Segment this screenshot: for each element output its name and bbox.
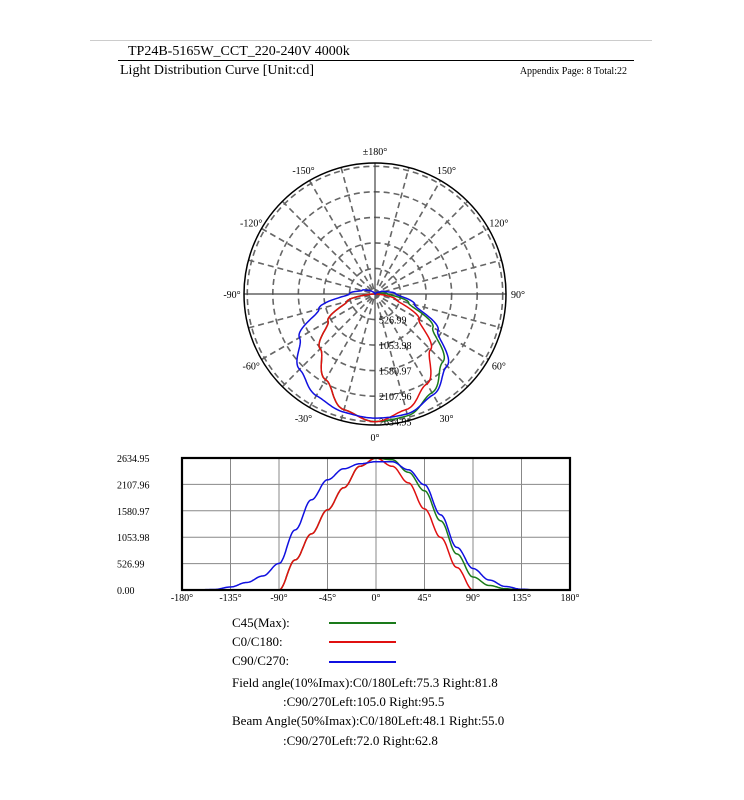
field-angle-c90: :C90/270Left:105.0 Right:95.5	[283, 694, 445, 709]
x-tick-label: -45°	[319, 593, 336, 604]
y-tick-label: 2107.96	[117, 480, 150, 491]
y-tick-label: 2634.95	[117, 454, 150, 465]
polar-angle-label: 90°	[511, 290, 525, 301]
x-tick-label: 180°	[561, 593, 580, 604]
polar-angle-label: 0°	[371, 433, 380, 444]
polar-angle-label: 120°	[489, 219, 508, 230]
x-tick-label: -90°	[270, 593, 287, 604]
legend-label-c90: C90/C270:	[232, 653, 290, 668]
polar-angle-label: ±180°	[363, 147, 388, 158]
chart-section-title: Light Distribution Curve [Unit:cd]	[120, 63, 315, 78]
legend-label-c45: C45(Max):	[232, 615, 290, 630]
x-tick-label: 45°	[418, 593, 432, 604]
polar-angle-label: -90°	[223, 290, 240, 301]
legend-line-c0	[329, 641, 396, 643]
beam-angle-c0: Beam Angle(50%Imax):C0/180Left:48.1 Righ…	[232, 713, 505, 728]
polar-outer-circle	[243, 162, 507, 426]
polar-angle-label: -30°	[295, 414, 312, 425]
line-series-c90c270	[182, 461, 570, 591]
x-tick-label: 135°	[512, 593, 531, 604]
x-tick-label: -180°	[171, 593, 193, 604]
polar-ring-label: 1580.97	[379, 367, 412, 378]
polar-ring-label: 526.99	[379, 316, 407, 327]
header-divider	[118, 60, 634, 61]
legend-label-c0: C0/C180:	[232, 634, 283, 649]
polar-angle-label: -120°	[240, 219, 262, 230]
y-tick-label: 0.00	[117, 586, 135, 597]
polar-chart: 0° 30° 60° 90° 120° 150° ±180° -150° -120° -90° -6…	[223, 147, 525, 444]
y-tick-label: 526.99	[117, 560, 145, 571]
x-tick-label: -135°	[219, 593, 241, 604]
polar-angle-label: 30°	[440, 414, 454, 425]
polar-series-c90c270	[296, 289, 450, 419]
page-info: Appendix Page: 8 Total:22	[519, 66, 627, 77]
polar-angle-label: 150°	[437, 166, 456, 177]
y-tick-label: 1053.98	[117, 533, 150, 544]
top-divider	[90, 40, 652, 41]
polar-angle-label: 60°	[492, 362, 506, 373]
beam-angle-c90: :C90/270Left:72.0 Right:62.8	[283, 733, 438, 748]
field-angle-c0: Field angle(10%Imax):C0/180Left:75.3 Rig…	[232, 675, 498, 690]
polar-ring-label: 1053.98	[379, 341, 412, 352]
legend-line-c90	[329, 661, 396, 663]
x-tick-label: 90°	[466, 593, 480, 604]
plot-frame	[180, 456, 572, 592]
polar-ring-label: 2634.95	[379, 418, 412, 429]
polar-ring-label: 2107.96	[379, 392, 412, 403]
x-tick-label: 0°	[372, 593, 381, 604]
y-tick-label: 1580.97	[117, 507, 150, 518]
polar-series-c0c180	[318, 293, 433, 423]
polar-angle-label: -60°	[242, 362, 259, 373]
legend-line-c45	[329, 622, 396, 624]
polar-angle-label: -150°	[292, 166, 314, 177]
document-title: TP24B-5165W_CCT_220-240V 4000k	[128, 44, 350, 59]
cartesian-chart: 0.00 526.99 1053.98 1580.97 2107.96 2634.95 -1…	[117, 454, 580, 604]
